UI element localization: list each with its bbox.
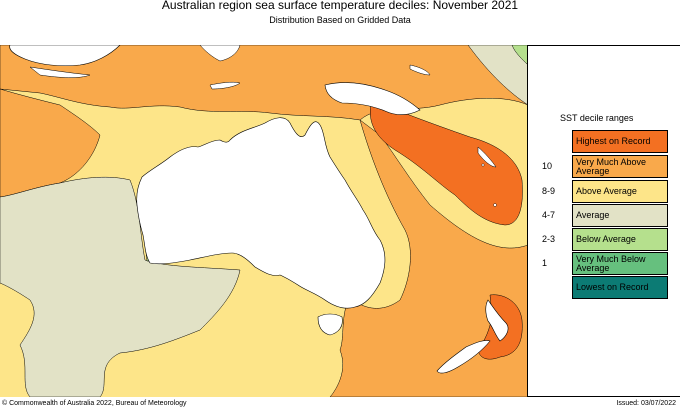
australia-landmass — [136, 117, 386, 309]
legend-range: 1 — [542, 258, 548, 268]
legend-label: Above Average — [576, 186, 637, 196]
new-guinea-landmass — [324, 82, 421, 115]
legend-swatch — [572, 155, 668, 178]
map-area — [0, 45, 528, 397]
new-caledonia-island — [477, 146, 497, 168]
region-below-average-ne — [511, 45, 527, 65]
vanuatu-island — [481, 163, 485, 167]
fiji-island — [493, 203, 497, 207]
region-average-ne — [467, 45, 527, 105]
legend-label: Average — [576, 210, 610, 220]
legend-range: 8-9 — [542, 186, 556, 196]
legend-title: SST decile ranges — [560, 113, 634, 123]
region-very-much-above-east — [329, 119, 527, 397]
legend-label: Very Much Above Average — [576, 156, 647, 176]
map-title: Australian region sea surface temperatur… — [161, 0, 519, 12]
nz-north-island — [485, 299, 509, 342]
legend-swatch — [572, 252, 668, 275]
legend-label: Below Average — [576, 234, 636, 244]
nz-south-island — [436, 340, 491, 374]
java-island — [29, 66, 91, 78]
legend-label: Highest on Record — [576, 136, 651, 146]
legend-label: Very Much Below Average — [576, 253, 646, 273]
region-highest-coral-sea — [370, 99, 523, 226]
legend-swatch — [572, 228, 668, 251]
legend-swatch — [572, 180, 668, 203]
legend-swatch — [572, 204, 668, 227]
tasmania-landmass — [317, 313, 343, 336]
legend-range: 10 — [542, 161, 553, 171]
sulawesi-island — [199, 45, 241, 62]
legend-range: 2-3 — [542, 234, 556, 244]
issued-date: Issued: 03/07/2022 — [616, 400, 676, 407]
copyright-text: © Commonwealth of Australia 2022, Bureau… — [2, 400, 187, 407]
region-average-west — [0, 176, 241, 397]
legend-range: 4-7 — [542, 210, 556, 220]
legend-swatch — [572, 276, 668, 299]
legend-label: Lowest on Record — [576, 282, 649, 292]
map-subtitle: Distribution Based on Gridded Data — [269, 15, 411, 25]
timor-island — [209, 81, 241, 90]
legend-swatch — [572, 130, 668, 153]
indonesia-islands — [9, 45, 121, 67]
solomon-islands — [409, 64, 431, 76]
